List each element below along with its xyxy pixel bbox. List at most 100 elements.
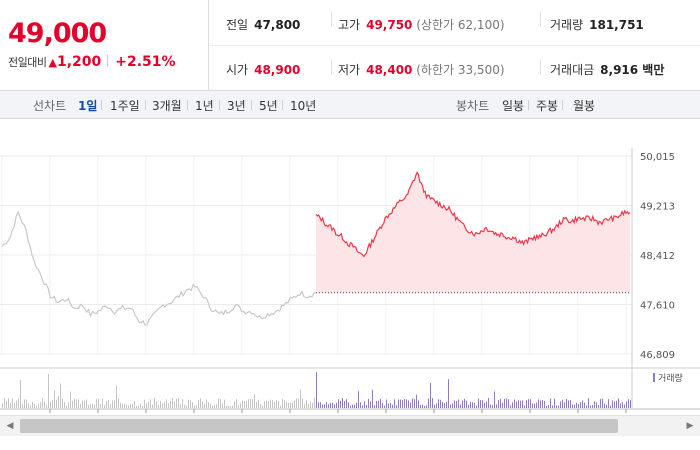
volume-bar — [446, 401, 447, 408]
volume-bar — [538, 399, 539, 408]
divider — [251, 100, 252, 110]
volume-bar — [216, 404, 217, 408]
volume-bar — [542, 399, 543, 408]
series-today-area — [316, 172, 630, 293]
open-price: 시가 48,900 — [226, 61, 300, 78]
volume-bar — [450, 404, 451, 408]
volume-bar — [490, 404, 491, 408]
volume-bar — [222, 403, 223, 408]
scroll-left-icon[interactable]: ◀ — [6, 421, 14, 431]
volume-bar — [608, 399, 609, 408]
divider — [331, 60, 332, 74]
scroll-thumb[interactable] — [20, 419, 618, 433]
volume-bar — [444, 403, 445, 408]
price-chart[interactable]: 50,015 49,213 48,412 47,610 46,809 거래량 — [0, 118, 700, 418]
volume-bar — [364, 401, 365, 408]
high-price: 고가 49,750 (상한가 62,100) — [338, 16, 505, 33]
volume-bar — [160, 400, 161, 408]
volume-bar — [234, 401, 235, 408]
volume-bar — [20, 380, 21, 408]
tab-3-months[interactable]: 3개월 — [152, 99, 182, 113]
volume-bar — [254, 394, 255, 408]
up-triangle-icon: ▲ — [48, 56, 57, 69]
volume-bar — [218, 398, 219, 408]
tab-weekly-candle[interactable]: 주봉 — [536, 99, 559, 113]
volume-bar — [330, 402, 331, 408]
volume-bar — [184, 404, 185, 408]
volume-bar — [336, 402, 337, 408]
volume-bar — [76, 399, 77, 408]
volume-bar — [442, 401, 443, 408]
volume-bar — [360, 402, 361, 408]
volume-bar — [504, 398, 505, 408]
volume-bar — [308, 403, 309, 408]
volume: 거래량 181,751 — [550, 16, 644, 33]
volume-bar — [392, 404, 393, 408]
volume-bar — [578, 403, 579, 408]
volume-bar — [46, 404, 47, 408]
volume-bar — [506, 398, 507, 408]
volume-bar — [200, 398, 201, 408]
tab-1-day[interactable]: 1일 — [78, 99, 98, 113]
volume-bar — [128, 405, 129, 408]
y-tick-label: 49,213 — [640, 202, 675, 213]
volume-bar — [574, 404, 575, 408]
volume-bar — [180, 404, 181, 408]
volume-bar — [418, 400, 419, 408]
volume-bar — [630, 400, 631, 408]
volume-bar — [368, 399, 369, 408]
volume-bar — [134, 401, 135, 408]
tab-10-years[interactable]: 10년 — [290, 99, 317, 113]
volume-bar — [406, 399, 407, 408]
volume-bar — [592, 404, 593, 408]
volume-bar — [430, 382, 431, 408]
tab-1-year[interactable]: 1년 — [195, 99, 214, 113]
volume-bar — [38, 403, 39, 408]
volume-bar — [84, 400, 85, 408]
volume-bar — [284, 399, 285, 408]
tab-5-years[interactable]: 5년 — [259, 99, 278, 113]
volume-legend-swatch — [653, 373, 655, 382]
tab-1-week[interactable]: 1주일 — [110, 99, 140, 113]
volume-bar — [100, 404, 101, 408]
scroll-right-icon[interactable]: ▶ — [686, 421, 694, 431]
volume-bar — [94, 404, 95, 408]
volume-bar — [494, 391, 495, 408]
volume-bar — [290, 402, 291, 408]
volume-bar — [370, 401, 371, 408]
volume-bar — [484, 402, 485, 408]
volume-bar — [224, 399, 225, 408]
volume-bar — [584, 402, 585, 408]
change-percent: +2.51% — [115, 54, 176, 70]
volume-bar — [546, 405, 547, 408]
tab-daily-candle[interactable]: 일봉 — [502, 99, 525, 113]
volume-bar — [108, 400, 109, 408]
divider — [187, 100, 188, 110]
volume-bar — [150, 399, 151, 408]
volume-bar — [400, 399, 401, 408]
volume-bar — [52, 399, 53, 408]
volume-bar — [566, 399, 567, 408]
volume-bar — [280, 405, 281, 408]
tab-3-years[interactable]: 3년 — [227, 99, 246, 113]
volume-bar — [422, 404, 423, 408]
volume-bar — [528, 399, 529, 408]
volume-bar — [580, 402, 581, 408]
change-label: 전일대비 — [8, 56, 47, 69]
volume-bar — [332, 402, 333, 408]
volume-label: 거래량 — [550, 18, 584, 32]
volume-bar — [482, 400, 483, 408]
volume-bar — [514, 399, 515, 408]
chart-scrollbar[interactable]: ◀ ▶ — [0, 415, 700, 436]
amount-value: 8,916 백만 — [600, 63, 665, 77]
volume-bar — [412, 398, 413, 408]
volume-bar — [432, 398, 433, 408]
tab-monthly-candle[interactable]: 월봉 — [573, 99, 596, 113]
volume-bar — [492, 405, 493, 408]
volume-bar — [22, 404, 23, 408]
volume-bar — [620, 403, 621, 408]
volume-bar — [88, 405, 89, 408]
volume-bar — [302, 398, 303, 408]
divider — [282, 100, 283, 110]
volume-bar — [520, 400, 521, 408]
